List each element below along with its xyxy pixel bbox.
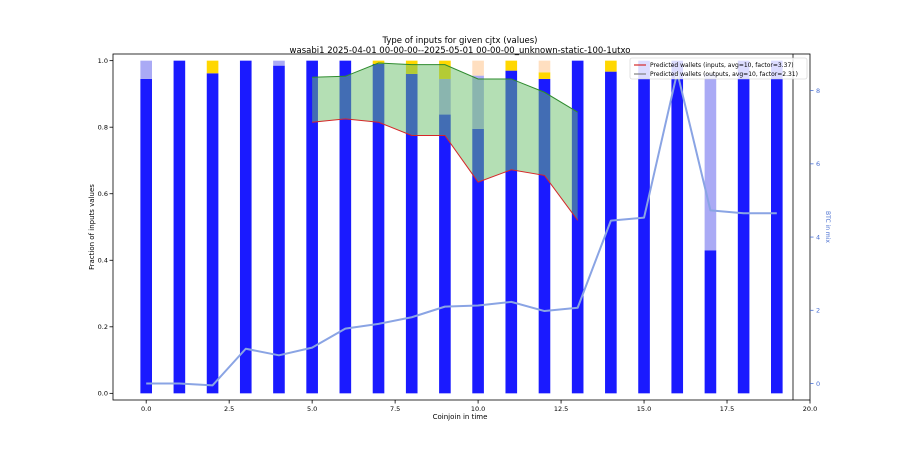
bar-main-18 xyxy=(737,60,750,394)
y-tick-label-1: 0.2 xyxy=(98,323,108,331)
x-tick-label-7: 17.5 xyxy=(720,405,734,413)
series-line-btc-in-mix xyxy=(146,71,777,387)
bar-main-17 xyxy=(704,250,717,394)
bar-yellow-segment-11 xyxy=(505,60,518,71)
x-axis-label: Coinjoin in time xyxy=(433,413,488,421)
y2-tick-label-1: 2 xyxy=(816,307,820,315)
x-tick-label-3: 7.5 xyxy=(390,405,400,413)
y-tick-label-4: 0.8 xyxy=(98,123,108,131)
y-tick-label-2: 0.4 xyxy=(98,257,108,265)
y2-axis-label: BTC in mix xyxy=(824,211,831,243)
y-tick-label-0: 0.0 xyxy=(98,390,108,398)
chart-title: Type of inputs for given cjtx (values) xyxy=(382,36,538,46)
bar-main-1 xyxy=(173,60,186,394)
bar-main-5 xyxy=(306,60,318,394)
y2-tick-label-0: 0 xyxy=(816,380,820,388)
y2-tick-label-2: 4 xyxy=(816,233,820,241)
bar-main-19 xyxy=(771,60,783,394)
bar-main-6 xyxy=(339,60,352,394)
bar-light-segment-0 xyxy=(140,60,152,79)
series-line-inputs xyxy=(312,118,579,221)
bar-main-14 xyxy=(605,71,617,394)
bar-main-9 xyxy=(439,114,451,394)
x-tick-label-8: 20.0 xyxy=(803,405,817,413)
series-line-outputs xyxy=(312,62,578,113)
x-tick-label-4: 10.0 xyxy=(471,405,485,413)
bar-yellow-segment-14 xyxy=(605,60,617,72)
x-tick-label-6: 15.0 xyxy=(637,405,651,413)
y2-tick-label-3: 6 xyxy=(816,160,820,168)
y-tick-label-3: 0.6 xyxy=(98,190,108,198)
bar-main-16 xyxy=(671,60,684,394)
x-tick-label-5: 12.5 xyxy=(554,405,568,413)
bar-peach-segment-10 xyxy=(472,60,484,76)
plot-frame xyxy=(112,53,811,401)
bar-light-segment-17 xyxy=(704,73,717,251)
bar-main-4 xyxy=(273,65,285,394)
bar-main-12 xyxy=(538,78,551,394)
legend-label-1: Predicted wallets (outputs, avg=10, fact… xyxy=(650,71,798,78)
x-tick-label-2: 5.0 xyxy=(307,405,317,413)
bars-group xyxy=(140,60,783,394)
y2-tick-label-4: 8 xyxy=(816,87,820,95)
legend-box xyxy=(629,57,808,80)
chart-subtitle: wasabi1 2025-04-01 00-00-00--2025-05-01 … xyxy=(290,46,631,56)
bar-main-11 xyxy=(505,70,518,394)
bar-light-segment-4 xyxy=(273,60,285,66)
bar-main-13 xyxy=(571,60,584,394)
predicted-wallets-fill xyxy=(312,62,578,221)
bar-yellow-segment-7 xyxy=(372,60,385,64)
x-tick-label-0: 0.0 xyxy=(141,405,151,413)
bar-main-0 xyxy=(140,78,152,394)
bar-main-7 xyxy=(372,63,385,394)
y-axis-label: Fraction of inputs values xyxy=(88,184,96,270)
x-tick-label-1: 2.5 xyxy=(224,405,234,413)
bar-main-3 xyxy=(239,60,252,394)
legend: Predicted wallets (inputs, avg=10, facto… xyxy=(629,57,808,80)
bar-main-8 xyxy=(405,73,418,394)
bar-main-2 xyxy=(206,73,219,394)
bar-yellow-segment-12 xyxy=(538,72,551,79)
bar-main-15 xyxy=(638,60,650,394)
y-tick-label-5: 1.0 xyxy=(98,57,108,65)
legend-label-0: Predicted wallets (inputs, avg=10, facto… xyxy=(650,62,794,69)
bar-main-10 xyxy=(472,128,484,394)
bar-peach-segment-12 xyxy=(538,60,551,73)
bar-yellow-segment-2 xyxy=(206,60,219,74)
